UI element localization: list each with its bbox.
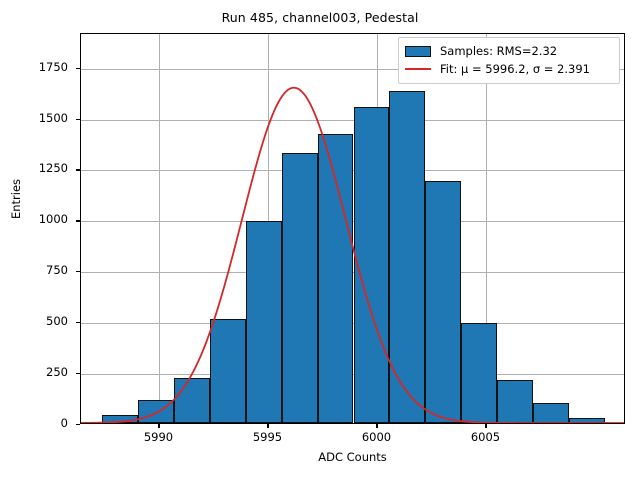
fit-curve-path xyxy=(81,88,624,423)
y-tick-mark xyxy=(76,271,80,273)
x-tick-mark xyxy=(158,424,160,428)
y-axis-label: Entries xyxy=(9,178,23,220)
y-tick-mark xyxy=(76,118,80,120)
x-tick-mark xyxy=(267,424,269,428)
histogram-bar xyxy=(353,107,390,423)
y-tick-label: 1750 xyxy=(38,59,68,74)
histogram-bar xyxy=(425,180,462,423)
histogram-bar xyxy=(245,221,282,423)
plot-area xyxy=(80,33,625,424)
y-tick-mark xyxy=(76,169,80,171)
legend-line-swatch-icon xyxy=(405,68,431,70)
y-tick-mark xyxy=(76,67,80,69)
legend-label-fit: Fit: μ = 5996.2, σ = 2.391 xyxy=(440,62,590,76)
x-axis-label: ADC Counts xyxy=(318,450,387,464)
x-tick-label: 5995 xyxy=(252,430,283,444)
gridline-vertical xyxy=(486,34,488,423)
y-tick-label: 1000 xyxy=(38,212,68,227)
legend-patch-swatch-icon xyxy=(405,45,431,57)
legend-item-fit: Fit: μ = 5996.2, σ = 2.391 xyxy=(405,60,613,78)
y-tick-label: 500 xyxy=(46,314,68,329)
x-tick-label: 6005 xyxy=(470,430,501,444)
y-tick-mark xyxy=(76,220,80,222)
y-tick-mark xyxy=(76,424,80,426)
y-tick-label: 1500 xyxy=(38,110,68,125)
legend-item-samples: Samples: RMS=2.32 xyxy=(405,42,613,60)
y-tick-label: 750 xyxy=(46,263,68,278)
legend-box: Samples: RMS=2.32 Fit: μ = 5996.2, σ = 2… xyxy=(398,37,620,84)
gridline-horizontal xyxy=(81,68,624,70)
chart-title: Run 485, channel003, Pedestal xyxy=(221,10,419,25)
x-tick-mark xyxy=(485,424,487,428)
y-tick-label: 1250 xyxy=(38,161,68,176)
gridline-vertical xyxy=(159,34,161,423)
x-tick-mark xyxy=(376,424,378,428)
y-tick-label: 250 xyxy=(46,365,68,380)
x-tick-label: 5990 xyxy=(143,430,174,444)
gaussian-fit-curve xyxy=(81,34,624,423)
y-tick-label: 0 xyxy=(60,416,68,430)
x-tick-label: 6000 xyxy=(361,430,392,444)
histogram-bar xyxy=(209,319,246,423)
histogram-bar xyxy=(281,153,318,423)
legend-label-samples: Samples: RMS=2.32 xyxy=(440,44,558,58)
histogram-bar xyxy=(497,380,534,423)
gridline-horizontal xyxy=(81,119,624,121)
y-tick-mark xyxy=(76,373,80,375)
histogram-bar xyxy=(389,90,426,423)
y-tick-mark xyxy=(76,322,80,324)
